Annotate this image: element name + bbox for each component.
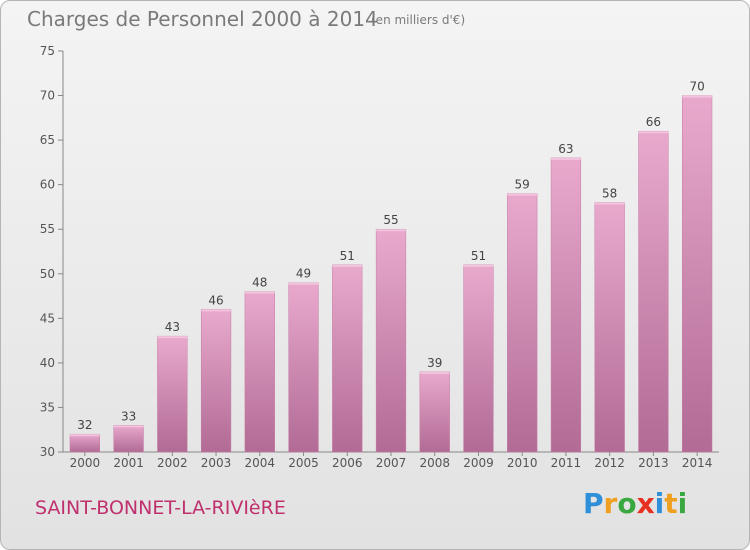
value-label-2009: 51 <box>471 249 486 263</box>
value-label-2007: 55 <box>383 213 398 227</box>
chart-bars <box>69 95 713 453</box>
value-label-2004: 48 <box>252 276 267 290</box>
chart-title: Charges de Personnel 2000 à 2014 <box>27 7 378 31</box>
bar-highlight-2005 <box>288 282 319 285</box>
bar-highlight-2010 <box>507 193 538 196</box>
bar-highlight-2001 <box>113 425 144 428</box>
bar-2003 <box>200 309 232 453</box>
value-label-2005: 49 <box>296 267 311 281</box>
commune-name: SAINT-BONNET-LA-RIVIèRE <box>35 497 286 519</box>
y-tick-label: 70 <box>40 89 55 103</box>
value-label-2001: 33 <box>121 409 136 423</box>
bar-highlight-2013 <box>638 131 669 134</box>
bar-2004 <box>244 291 275 453</box>
bar-2009 <box>463 264 494 453</box>
value-label-2006: 51 <box>340 249 355 263</box>
x-tick-label-2014: 2014 <box>682 456 713 470</box>
value-label-2008: 39 <box>427 356 442 370</box>
bar-highlight-2012 <box>594 202 625 205</box>
x-tick-label-2003: 2003 <box>201 456 232 470</box>
bar-highlight-2009 <box>463 264 494 267</box>
value-label-2011: 63 <box>558 142 573 156</box>
x-tick-label-2011: 2011 <box>551 456 582 470</box>
logo-letter: r <box>603 487 618 520</box>
bar-2001 <box>113 425 144 453</box>
y-tick-label: 75 <box>40 44 55 58</box>
logo-letter: i <box>654 487 665 520</box>
value-label-2003: 46 <box>208 293 223 307</box>
y-tick-label: 60 <box>40 178 55 192</box>
bar-2011 <box>550 157 582 453</box>
logo-letter: i <box>677 487 688 520</box>
bar-highlight-2008 <box>419 371 450 374</box>
bar-highlight-2014 <box>682 95 713 98</box>
bar-2007 <box>375 228 407 453</box>
bar-2012 <box>594 202 625 453</box>
logo-letter: P <box>583 487 604 520</box>
logo-letter: x <box>636 487 655 520</box>
x-tick-label-2002: 2002 <box>157 456 188 470</box>
value-label-2002: 43 <box>165 320 180 334</box>
bar-2008 <box>419 371 450 453</box>
bar-highlight-2003 <box>201 309 231 312</box>
y-tick-label: 40 <box>40 356 55 370</box>
x-tick-label-2006: 2006 <box>332 456 363 470</box>
x-tick-label-2005: 2005 <box>288 456 319 470</box>
bar-highlight-2000 <box>69 434 100 437</box>
bar-highlight-2011 <box>551 157 581 160</box>
y-tick-label: 35 <box>40 400 55 414</box>
bar-highlight-2002 <box>157 336 188 339</box>
y-tick-label: 45 <box>40 311 55 325</box>
bar-highlight-2004 <box>244 291 275 294</box>
bar-2000 <box>69 433 100 453</box>
bar-2005 <box>288 282 319 453</box>
y-tick-label: 65 <box>40 133 55 147</box>
x-tick-label-2001: 2001 <box>113 456 144 470</box>
value-label-2014: 70 <box>689 80 704 94</box>
value-label-2010: 59 <box>515 178 530 192</box>
logo-letter: o <box>617 487 637 520</box>
chart-labels: 32 33 43 46 48 49 51 55 39 51 59 63 58 66 70 <box>77 80 705 433</box>
x-tick-label-2007: 2007 <box>376 456 407 470</box>
value-label-2000: 32 <box>77 418 92 432</box>
x-tick-label-2012: 2012 <box>594 456 625 470</box>
bar-2013 <box>638 130 669 453</box>
x-tick-label-2013: 2013 <box>638 456 669 470</box>
chart-subtitle: (en milliers d'€) <box>371 13 466 27</box>
value-label-2013: 66 <box>646 115 661 129</box>
logo-letter: t <box>664 487 678 520</box>
y-tick-label: 55 <box>40 222 55 236</box>
proxiti-logo: Proxiti <box>583 487 687 520</box>
x-tick-label-2009: 2009 <box>463 456 494 470</box>
value-label-2012: 58 <box>602 186 617 200</box>
bar-2014 <box>682 95 713 453</box>
bar-highlight-2006 <box>332 264 363 267</box>
x-tick-label-2000: 2000 <box>70 456 101 470</box>
bar-highlight-2007 <box>376 229 406 232</box>
x-tick-label-2008: 2008 <box>419 456 450 470</box>
bar-2006 <box>332 264 363 453</box>
chart-axes: 30 35 40 45 50 55 60 65 70 75 2000 2001 2002 2003 2004… <box>40 44 719 470</box>
bar-2010 <box>507 193 538 453</box>
bar-2002 <box>157 335 188 453</box>
y-tick-label: 30 <box>40 445 55 459</box>
y-tick-label: 50 <box>40 267 55 281</box>
x-tick-label-2010: 2010 <box>507 456 538 470</box>
x-tick-label-2004: 2004 <box>245 456 276 470</box>
